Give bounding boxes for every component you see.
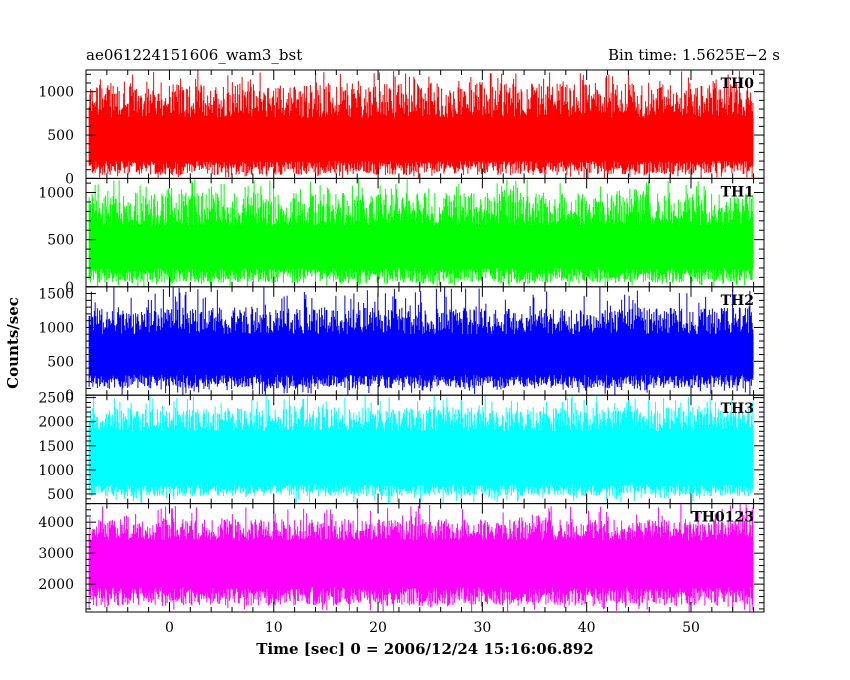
x-tick-label: 20	[369, 620, 387, 636]
panel-th0: 0 500 1000 TH0	[38, 69, 765, 187]
series-line-th1	[88, 178, 754, 287]
x-tick-label: 10	[265, 620, 283, 636]
series-line-th0	[88, 70, 754, 179]
y-tick-label: 2000	[38, 415, 74, 431]
y-tick-label: 1000	[38, 85, 74, 101]
chart-title: ae061224151606_wam3_bst	[86, 46, 302, 64]
y-tick-label: 1000	[38, 320, 74, 336]
x-axis-label: Time [sec] 0 = 2006/12/24 15:16:06.892	[256, 640, 593, 658]
y-tick-label: 1500	[38, 439, 74, 455]
panel-th0123: 2000 3000 4000 TH0123	[38, 503, 765, 613]
series-line-th3	[88, 395, 754, 504]
panel-label-th0: TH0	[721, 76, 755, 92]
panel-th1: 0 500 1000 TH1	[38, 177, 765, 296]
panel-label-th0123: TH0123	[691, 510, 754, 526]
y-tick-label: 0	[65, 171, 74, 187]
y-tick-label: 500	[47, 233, 74, 249]
y-axis-label: Counts/sec	[4, 297, 22, 389]
x-tick-label: 40	[578, 620, 596, 636]
panel-frame	[85, 503, 765, 613]
y-tick-label: 0	[65, 280, 74, 296]
panel-th2: 0 500 1000 1500 TH2	[38, 286, 765, 404]
y-tick-label: 0	[65, 388, 74, 404]
x-tick-label: 50	[682, 620, 700, 636]
y-tick-label: 1000	[38, 463, 74, 479]
y-tick-label: 2000	[38, 577, 74, 593]
y-tick-label: 500	[47, 354, 74, 370]
panel-label-th2: TH2	[721, 293, 754, 309]
y-tick-label: 1500	[38, 287, 74, 303]
panel-label-th3: TH3	[721, 401, 754, 417]
y-tick-label: 1000	[38, 186, 74, 202]
y-tick-label: 500	[47, 487, 74, 503]
y-tick-label: 4000	[38, 515, 74, 531]
series-line-th0123	[88, 503, 754, 612]
x-tick-label: 30	[473, 620, 491, 636]
bin-time-label: Bin time: 1.5625E−2 s	[608, 46, 780, 64]
y-tick-label: 2500	[38, 391, 74, 407]
panel-label-th1: TH1	[721, 184, 754, 200]
y-tick-label: 500	[47, 128, 74, 144]
panel-th3: 500 1000 1500 2000 2500 TH3	[38, 391, 765, 505]
series-line-th2	[88, 286, 754, 396]
x-tick-label: 0	[165, 620, 174, 636]
y-tick-label: 3000	[38, 546, 74, 562]
